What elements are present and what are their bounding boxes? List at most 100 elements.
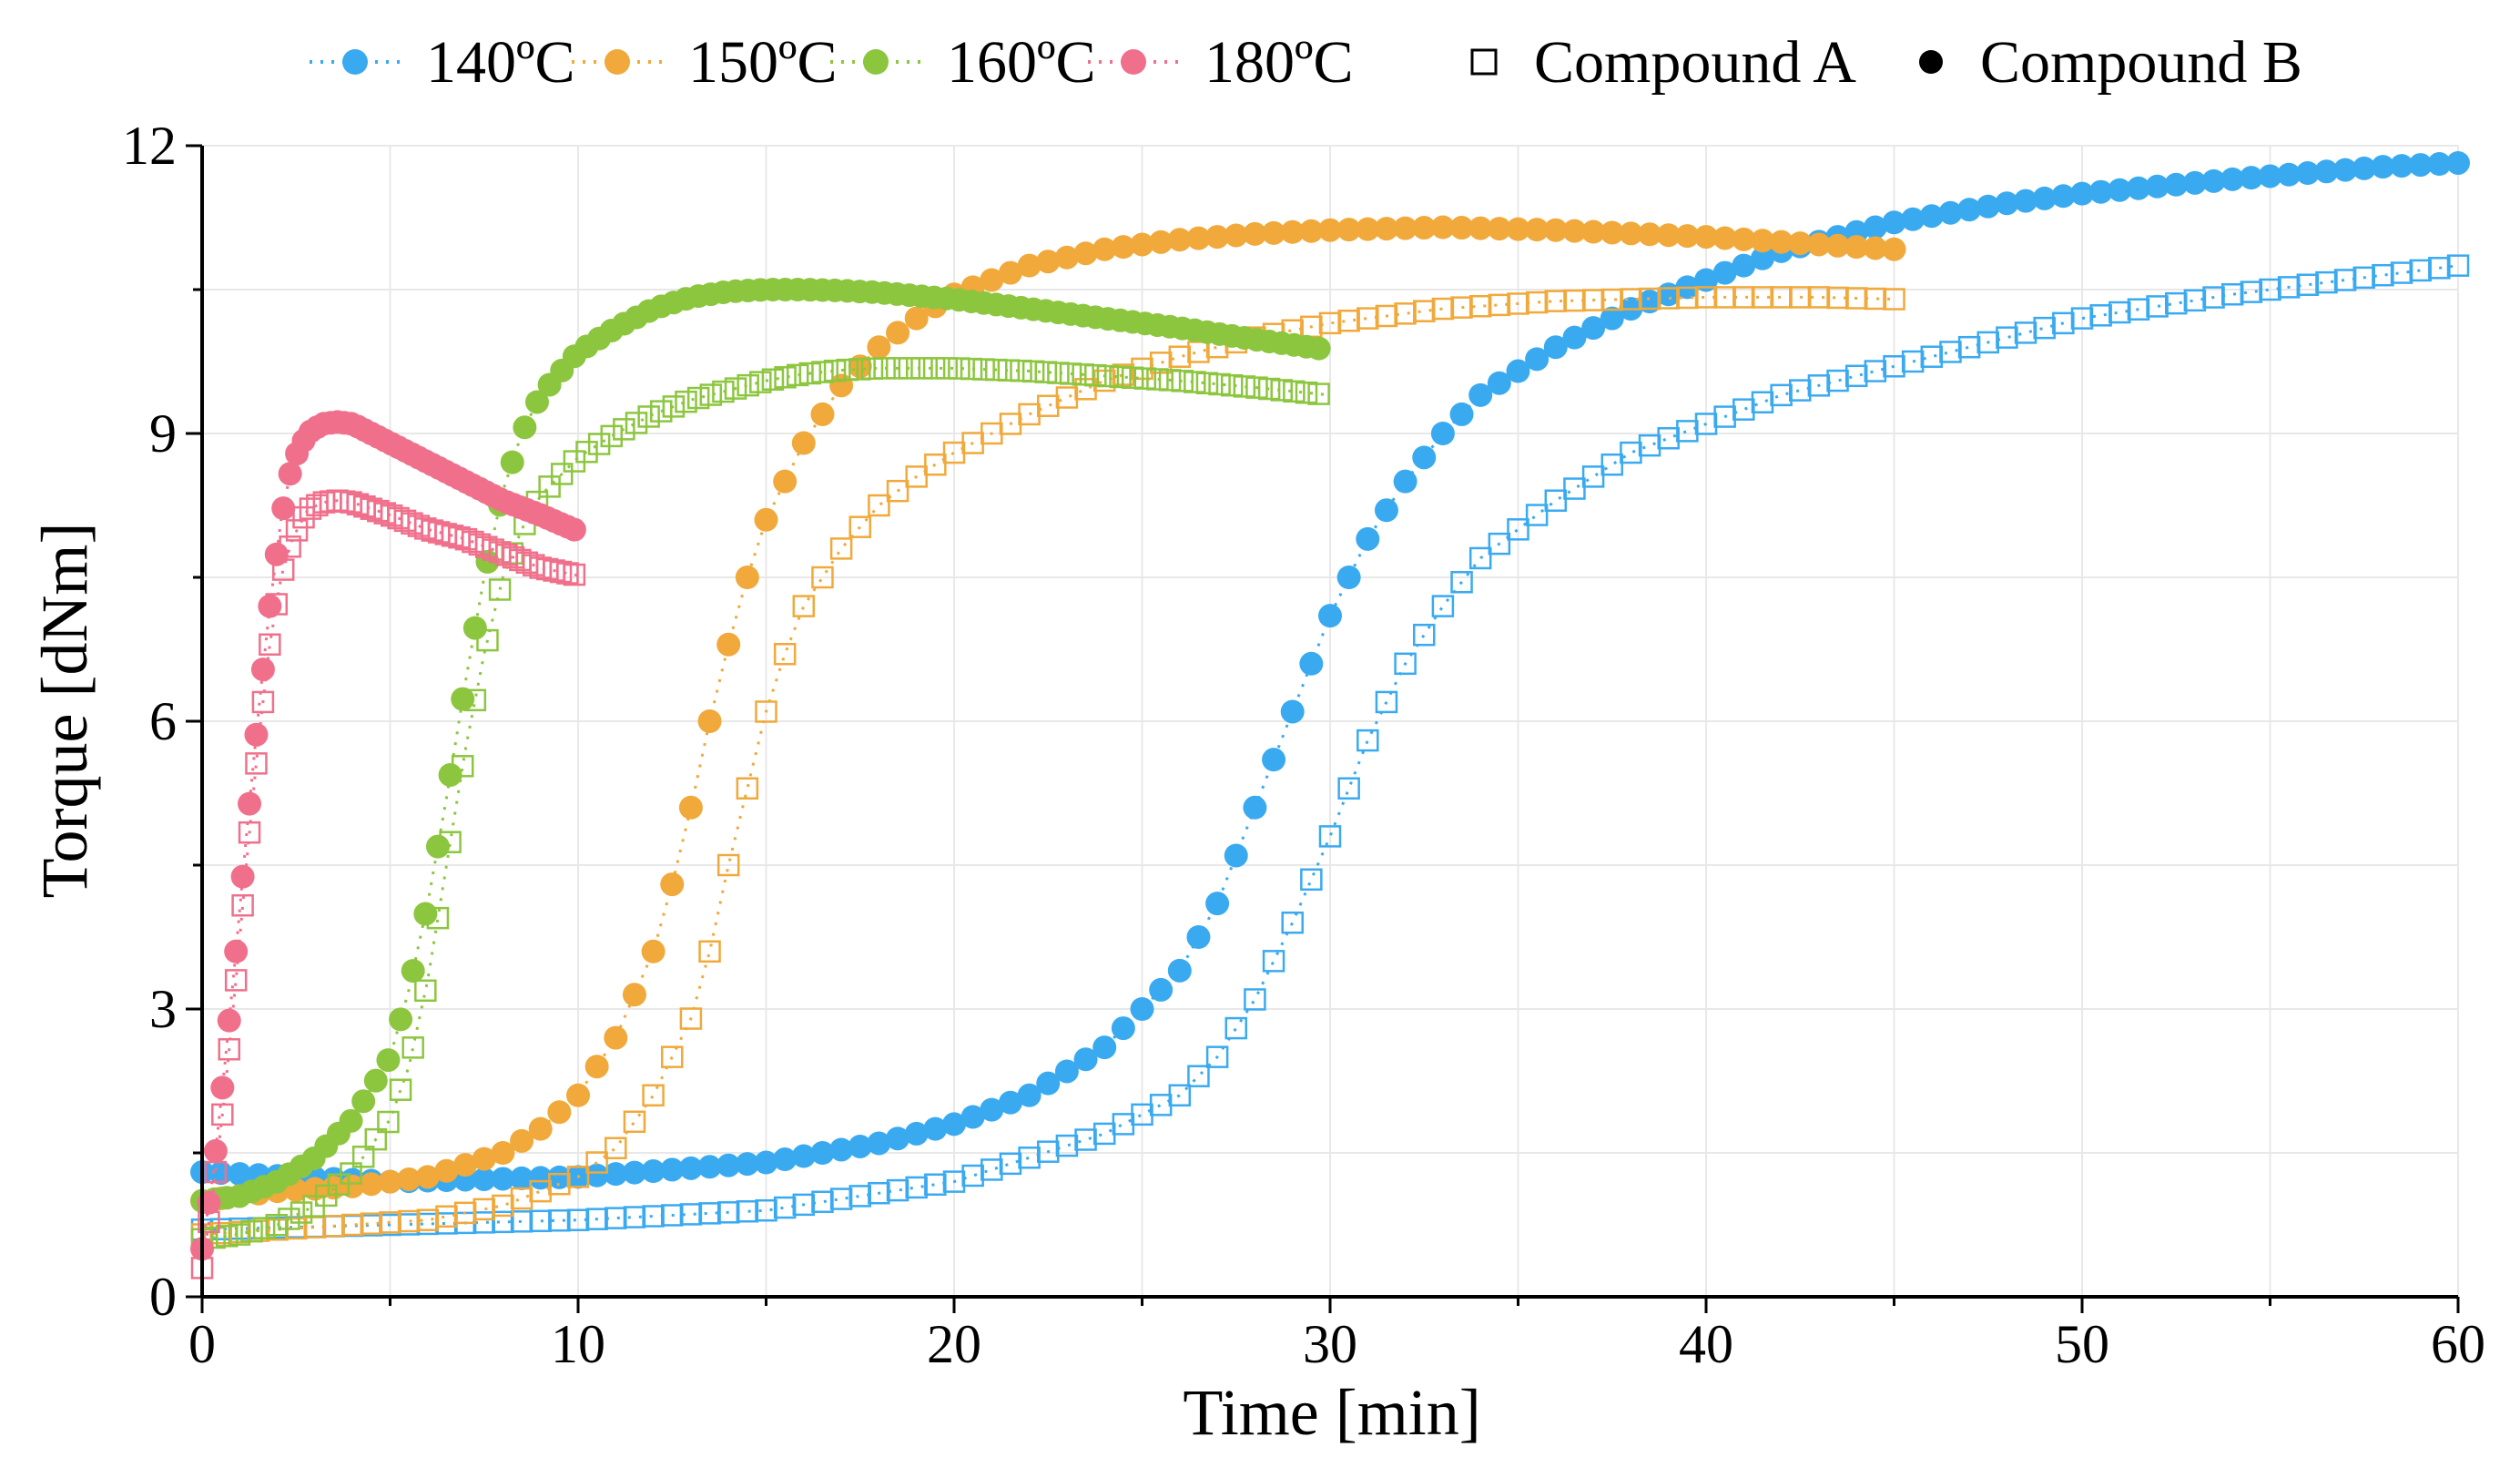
data-point [1657,427,1680,450]
data-point [754,507,778,532]
data-point [1806,232,1831,257]
data-point [2295,161,2320,186]
data-point [1243,221,1267,246]
data-point [1957,198,1982,222]
data-point [2296,273,2320,296]
data-point [1205,892,1230,916]
data-point [761,368,785,391]
data-point [1034,361,1058,383]
x-tick-label: 0 [188,1314,216,1374]
data-point [2089,304,2112,327]
data-point [2070,181,2094,206]
data-point [1224,843,1248,868]
data-point [625,412,648,434]
data-point [1468,546,1492,570]
data-point [488,578,512,601]
data-point [755,1198,777,1222]
data-point [1111,235,1135,260]
data-point [2277,276,2301,299]
data-point [528,1116,553,1141]
data-point [290,1201,313,1224]
data-point [1507,292,1529,315]
data-point [1318,604,1342,628]
data-point [451,687,475,711]
data-point [271,496,296,521]
data-point [868,1181,890,1205]
y-axis-title: Torque [dNm] [28,523,101,899]
data-point [605,1207,627,1229]
data-point [698,940,721,963]
data-point [1224,223,1248,248]
data-point [675,390,697,413]
data-point [500,450,524,474]
data-point [513,415,537,440]
data-point [622,1160,646,1185]
data-point [1581,219,1606,244]
data-point [1431,297,1455,321]
data-point [584,1163,609,1187]
data-point [1712,226,1737,250]
data-point [811,566,834,589]
data-point [2183,289,2207,312]
data-point [678,1156,703,1180]
data-point [401,1036,424,1059]
data-point [258,594,282,618]
series-line [201,264,2459,1231]
legend-item-compound-b: Compound B [1919,29,2302,96]
data-point [1059,362,1082,385]
data-point [791,1144,816,1168]
data-point [1084,363,1107,387]
data-point [1205,1045,1229,1068]
legend-item-140: 140ºC [310,29,575,96]
data-point [2108,178,2132,202]
data-point [426,906,450,930]
data-point [1732,227,1756,251]
data-point [322,1215,345,1238]
data-point [529,1209,552,1233]
data-point [2259,278,2281,301]
data-point [1224,1016,1247,1040]
data-point [210,1075,235,1100]
x-tick-label: 10 [551,1314,605,1374]
data-point [1356,217,1380,241]
data-point [980,1097,1004,1122]
data-point [1676,420,1699,443]
data-point [1901,350,1925,373]
data-point [1713,286,1736,309]
data-point [1054,1059,1079,1084]
data-point [1318,825,1342,848]
data-point [773,469,798,494]
data-point [1863,236,1887,260]
data-point [1844,287,1868,310]
data-point [292,505,315,529]
data-point [1149,229,1174,254]
data-point [1620,441,1642,464]
data-point [1244,988,1266,1011]
data-point [434,1158,459,1183]
data-point [1055,386,1079,409]
data-point [1195,372,1219,395]
data-point [1149,1094,1173,1116]
data-point [245,752,268,775]
data-point [1430,215,1455,240]
data-point [662,395,686,418]
data-point [453,1201,477,1225]
data-point [2239,166,2263,190]
data-point [547,1100,572,1125]
data-point [1863,215,1887,240]
data-point [252,1217,276,1239]
data-point [492,1210,514,1234]
data-point [1208,372,1231,396]
data-point [435,1205,458,1228]
data-point [1168,1084,1192,1107]
data-point [2240,280,2263,303]
data-point [998,260,1022,285]
data-point [755,700,777,723]
data-point [923,1116,948,1141]
data-point [754,1150,778,1175]
data-point [1468,295,1492,318]
data-point [1112,1113,1135,1136]
data-point [1487,371,1511,395]
data-point [303,1216,327,1238]
data-point [678,795,703,820]
